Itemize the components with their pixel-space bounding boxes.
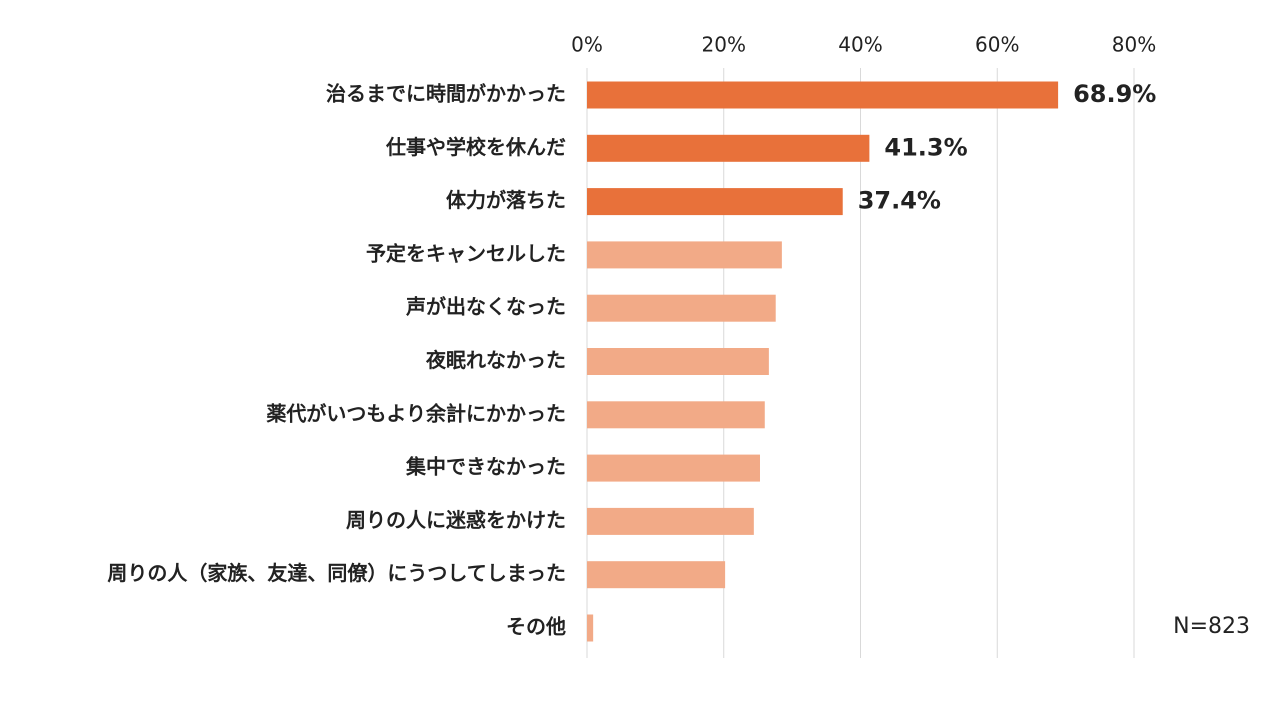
- bar: [587, 241, 782, 269]
- bar: [587, 454, 760, 482]
- category-label: 薬代がいつもより余計にかかった: [266, 401, 566, 425]
- bar: [587, 614, 594, 642]
- x-tick-label: 60%: [975, 33, 1019, 57]
- x-tick-label: 40%: [838, 33, 882, 57]
- category-label: 周りの人に迷惑をかけた: [346, 508, 566, 532]
- bar: [587, 348, 769, 375]
- category-label: 予定をキャンセルした: [366, 241, 566, 265]
- value-label: 41.3%: [884, 133, 967, 161]
- value-label: 68.9%: [1073, 80, 1156, 108]
- x-tick-label: 0%: [571, 33, 603, 57]
- x-tick-label: 80%: [1112, 33, 1156, 57]
- category-label: 治るまでに時間がかかった: [326, 82, 566, 106]
- bar: [587, 294, 776, 322]
- value-label: 37.4%: [858, 187, 941, 215]
- category-label: 仕事や学校を休んだ: [385, 135, 566, 159]
- category-label: その他: [506, 615, 566, 639]
- bar: [587, 561, 726, 589]
- sample-note: N=823: [1173, 614, 1250, 639]
- x-tick-label: 20%: [702, 33, 746, 57]
- category-label: 体力が落ちた: [446, 188, 566, 212]
- category-label: 周りの人（家族、友達、同僚）にうつしてしまった: [107, 561, 566, 585]
- bar: [587, 188, 843, 216]
- bar: [587, 81, 1059, 109]
- category-label: 集中できなかった: [405, 455, 566, 479]
- category-label: 夜眠れなかった: [425, 348, 566, 372]
- category-label: 声が出なくなった: [405, 295, 566, 319]
- bar: [587, 507, 754, 535]
- bar: [587, 401, 765, 429]
- bar: [587, 134, 870, 162]
